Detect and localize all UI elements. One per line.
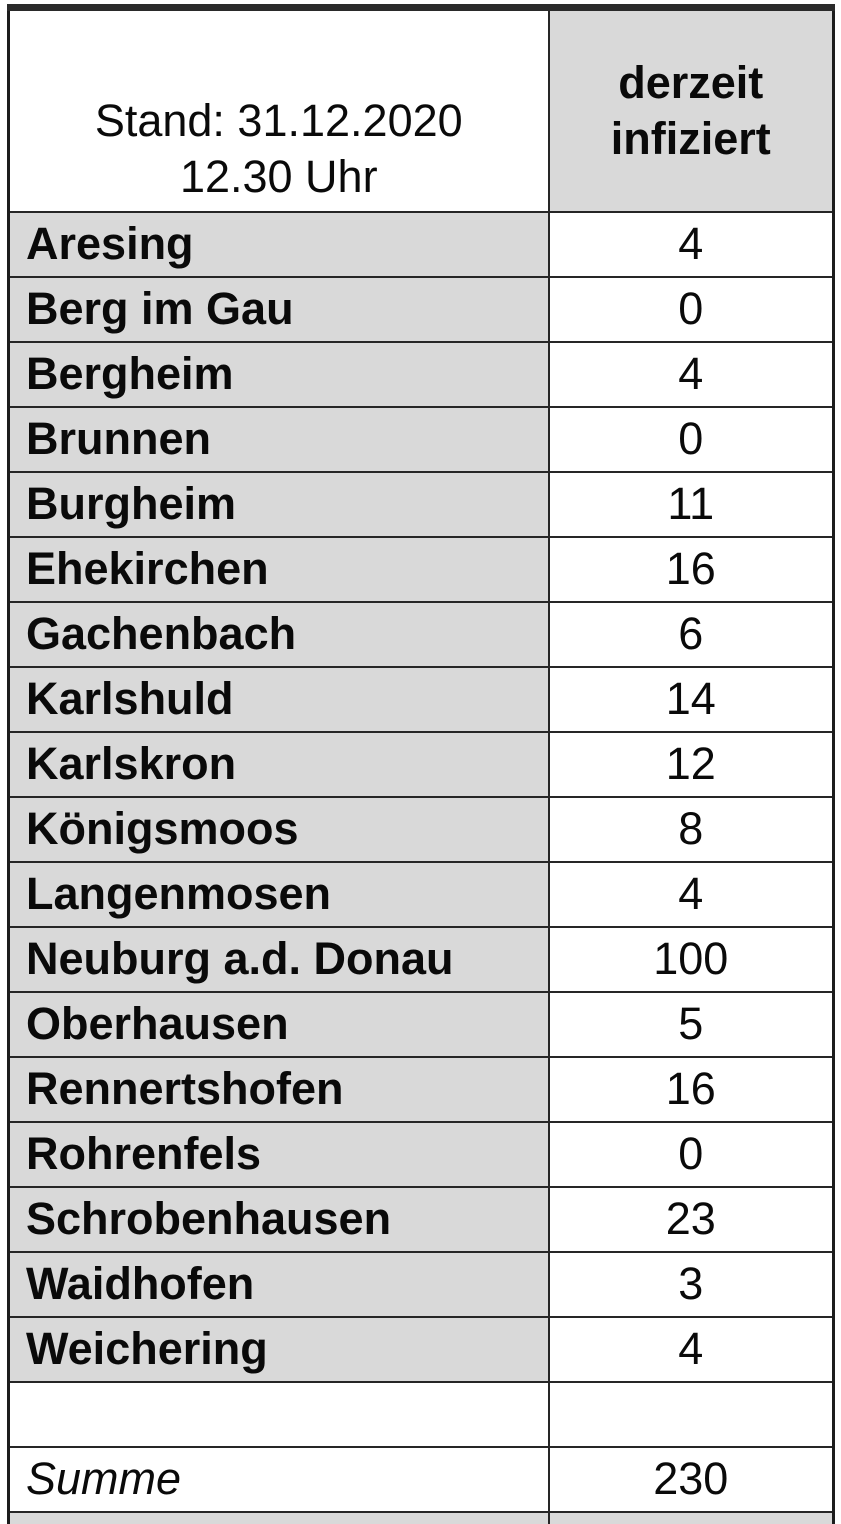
table-row: Schrobenhausen 23	[7, 1186, 835, 1253]
municipality-name: Karlshuld	[7, 666, 550, 733]
infected-count: 8	[547, 796, 835, 863]
table-row: Gachenbach 6	[7, 601, 835, 668]
cut-off-cell	[7, 1511, 550, 1524]
municipality-name: Schrobenhausen	[7, 1186, 550, 1253]
municipality-name: Aresing	[7, 211, 550, 278]
municipality-name: Brunnen	[7, 406, 550, 473]
table-row: Burgheim 11	[7, 471, 835, 538]
cut-off-cell	[547, 1511, 835, 1524]
table-row: Berg im Gau 0	[7, 276, 835, 343]
table-row: Rohrenfels 0	[7, 1121, 835, 1188]
infection-table: Stand: 31.12.2020 12.30 Uhr derzeit infi…	[7, 4, 835, 1524]
municipality-name: Gachenbach	[7, 601, 550, 668]
municipality-name: Langenmosen	[7, 861, 550, 928]
summary-row: Summe 230	[7, 1446, 835, 1513]
infected-count: 14	[547, 666, 835, 733]
table-row: Ehekirchen 16	[7, 536, 835, 603]
municipality-name: Rennertshofen	[7, 1056, 550, 1123]
municipality-name: Berg im Gau	[7, 276, 550, 343]
municipality-name: Weichering	[7, 1316, 550, 1383]
table-row: Karlshuld 14	[7, 666, 835, 733]
municipality-name: Bergheim	[7, 341, 550, 408]
cut-off-row	[7, 1511, 835, 1524]
spacer-row	[7, 1381, 835, 1448]
infected-count: 5	[547, 991, 835, 1058]
municipality-name: Waidhofen	[7, 1251, 550, 1318]
infected-count: 23	[547, 1186, 835, 1253]
table-row: Waidhofen 3	[7, 1251, 835, 1318]
infected-count: 4	[547, 861, 835, 928]
municipality-name: Ehekirchen	[7, 536, 550, 603]
header-infected-line1: derzeit	[618, 57, 764, 108]
infected-count: 0	[547, 406, 835, 473]
infected-count: 16	[547, 1056, 835, 1123]
infected-count: 16	[547, 536, 835, 603]
municipality-name: Karlskron	[7, 731, 550, 798]
table-row: Weichering 4	[7, 1316, 835, 1383]
table-row: Rennertshofen 16	[7, 1056, 835, 1123]
infected-count: 12	[547, 731, 835, 798]
table-row: Oberhausen 5	[7, 991, 835, 1058]
infected-count: 4	[547, 1316, 835, 1383]
infected-count: 6	[547, 601, 835, 668]
table-row: Karlskron 12	[7, 731, 835, 798]
header-row: Stand: 31.12.2020 12.30 Uhr derzeit infi…	[7, 6, 835, 213]
infected-count: 3	[547, 1251, 835, 1318]
infected-count: 100	[547, 926, 835, 993]
infected-count: 0	[547, 1121, 835, 1188]
header-infected-cell: derzeit infiziert	[547, 6, 835, 213]
table-row: Langenmosen 4	[7, 861, 835, 928]
header-date-line2: 12.30 Uhr	[179, 151, 378, 202]
table-row: Brunnen 0	[7, 406, 835, 473]
municipality-name: Rohrenfels	[7, 1121, 550, 1188]
infected-count: 4	[547, 341, 835, 408]
table-row: Bergheim 4	[7, 341, 835, 408]
summary-label: Summe	[7, 1446, 550, 1513]
summary-value: 230	[547, 1446, 835, 1513]
municipality-name: Königsmoos	[7, 796, 550, 863]
infected-count: 11	[547, 471, 835, 538]
infected-count: 4	[547, 211, 835, 278]
spacer-cell	[547, 1381, 835, 1448]
table-row: Aresing 4	[7, 211, 835, 278]
spacer-cell	[7, 1381, 550, 1448]
municipality-name: Neuburg a.d. Donau	[7, 926, 550, 993]
infected-count: 0	[547, 276, 835, 343]
header-date-cell: Stand: 31.12.2020 12.30 Uhr	[7, 6, 550, 213]
header-infected-line2: infiziert	[610, 113, 771, 164]
header-date-line1: Stand: 31.12.2020	[94, 95, 463, 146]
municipality-name: Oberhausen	[7, 991, 550, 1058]
table-row: Königsmoos 8	[7, 796, 835, 863]
municipality-name: Burgheim	[7, 471, 550, 538]
table-row: Neuburg a.d. Donau 100	[7, 926, 835, 993]
